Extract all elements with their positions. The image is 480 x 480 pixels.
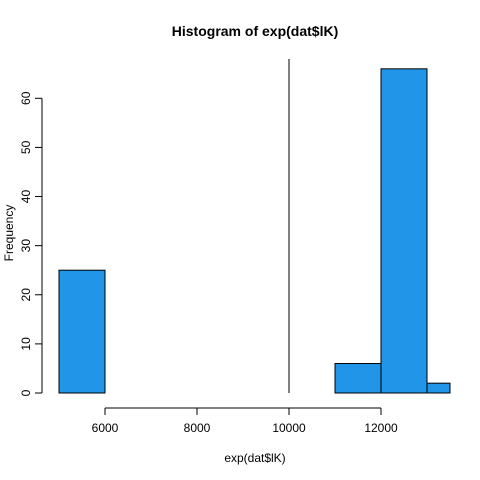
x-tick-label: 8000: [184, 421, 211, 435]
histogram-bar: [380, 68, 428, 394]
x-tick-label: 6000: [92, 421, 119, 435]
bars-group: [58, 68, 451, 394]
y-tick-label: 20: [19, 288, 33, 302]
histogram-bar: [58, 269, 106, 394]
x-tick-label: 10000: [272, 421, 306, 435]
x-tick-label: 12000: [364, 421, 398, 435]
x-axis-label: exp(dat$lK): [224, 451, 285, 465]
histogram-bar: [334, 363, 382, 394]
y-tick-label: 60: [19, 91, 33, 105]
histogram-bar: [426, 382, 451, 394]
x-axis: 6000 8000 10000 12000: [92, 407, 398, 435]
y-tick-label: 40: [19, 190, 33, 204]
y-tick-label: 0: [19, 389, 33, 396]
y-tick-label: 10: [19, 337, 33, 351]
y-axis-label: Frequency: [2, 205, 16, 262]
y-tick-label: 30: [19, 239, 33, 253]
y-axis: 0 10 20 30 40 50 60: [19, 91, 43, 396]
y-tick-label: 50: [19, 140, 33, 154]
chart-title: Histogram of exp(dat$lK): [172, 23, 338, 39]
